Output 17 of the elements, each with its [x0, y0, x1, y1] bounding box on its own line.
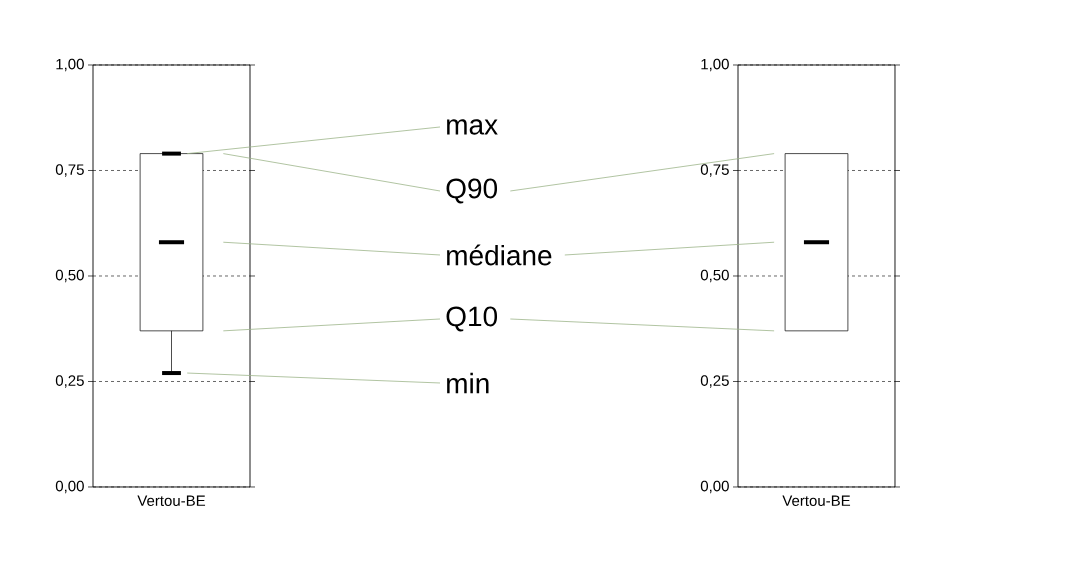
y-tick-label: 0,50: [55, 269, 84, 283]
text: Q10: [446, 306, 498, 332]
text: Q90: [446, 178, 498, 204]
text: min: [447, 372, 489, 394]
x-tick-label: Vertou-BE: [782, 495, 851, 506]
text: médiane: [447, 244, 552, 266]
y-tick-label: 0,75: [55, 164, 84, 177]
y-tick-label: 0,25: [55, 375, 84, 388]
y-tick-label: 0,75: [700, 164, 729, 177]
y-tick-label: 0,00: [55, 480, 84, 494]
text: max: [447, 119, 498, 135]
y-tick-label: 0,25: [700, 375, 729, 388]
y-tick-label: 0,50: [700, 269, 729, 283]
y-tick-label: 0,00: [700, 480, 729, 494]
y-tick-label: 1,00: [701, 58, 729, 72]
y-tick-label: 1,00: [56, 58, 84, 72]
x-tick-label: Vertou-BE: [137, 495, 206, 506]
